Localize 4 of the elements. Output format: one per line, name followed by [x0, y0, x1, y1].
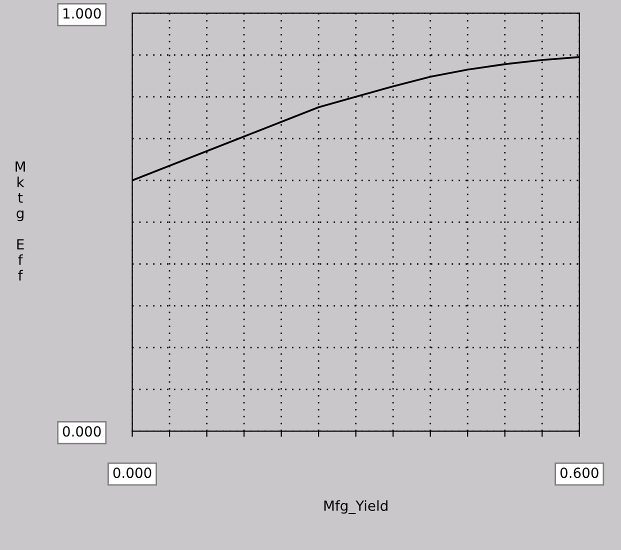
x-axis-title: Mfg_Yield — [324, 500, 388, 514]
text: Mktg Eff — [16, 161, 25, 280]
y-tick-label: 1.000 — [63, 8, 101, 19]
x-tick-label: 0.600 — [560, 468, 598, 478]
